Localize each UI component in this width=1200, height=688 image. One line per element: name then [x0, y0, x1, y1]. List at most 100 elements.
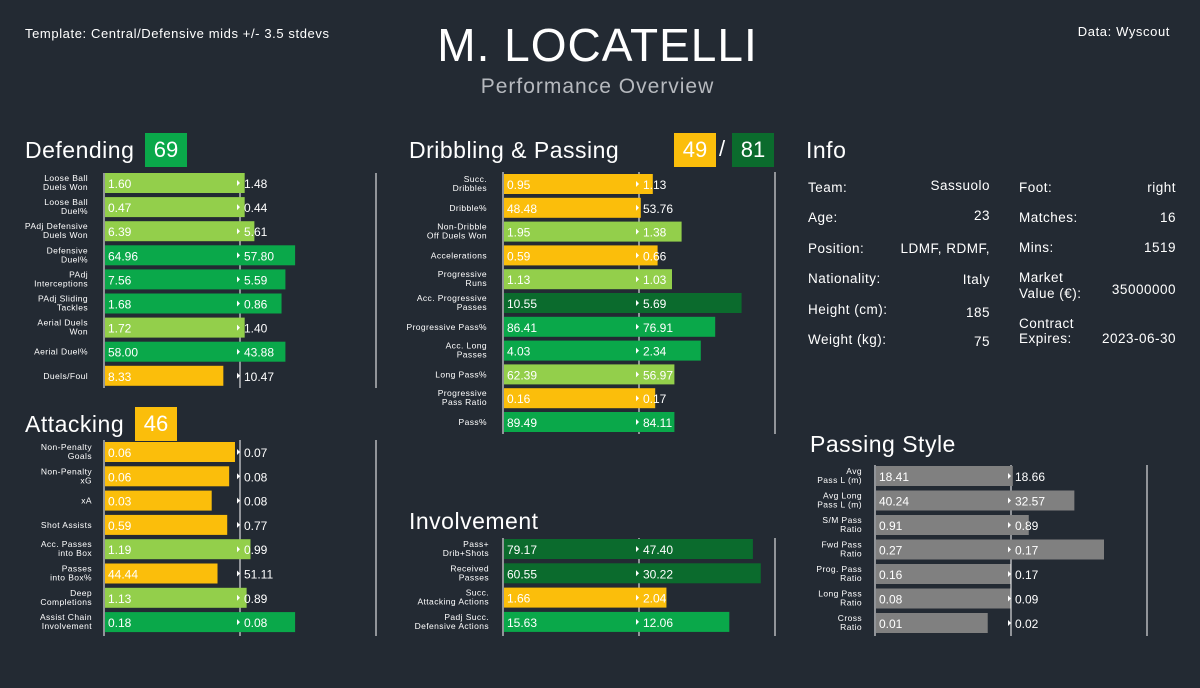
passing_style-category-label: Avg: [846, 466, 862, 476]
dribbling_passing-bar: [504, 388, 656, 409]
foot-label: Foot:: [1019, 180, 1053, 195]
age-label: Age:: [808, 210, 838, 225]
involvement-category-label: Received: [450, 563, 489, 573]
passing_style-average-label: 18.66: [1015, 470, 1045, 484]
defending-category-label: Duels/Foul: [43, 371, 88, 381]
defending-category-label: Tackles: [57, 303, 88, 313]
attacking-bar: [105, 490, 212, 511]
attacking-category-label: into Box%: [50, 573, 92, 583]
dribbling_passing-category-label: Runs: [466, 278, 487, 288]
dribbling_passing-category-label: Acc. Progressive: [417, 293, 487, 303]
attacking-value-label: 0.06: [108, 446, 132, 460]
dribbling-score-b: 81: [732, 133, 774, 167]
attacking-average-marker: [237, 473, 240, 480]
mins-value: 1519: [1143, 240, 1176, 255]
dribbling_passing-value-label: 48.48: [507, 202, 537, 216]
passing_style-value-label: 0.08: [879, 593, 903, 607]
passing_style-average-marker: [1008, 522, 1011, 528]
dribbling_passing-bar: [504, 412, 675, 432]
defending-average-label: 1.48: [244, 177, 268, 191]
defending-value-label: 1.68: [108, 298, 132, 312]
attacking-category-label: Deep: [70, 588, 92, 598]
passing_style-category-label: Fwd Pass: [821, 540, 862, 550]
involvement-bar: [504, 539, 753, 559]
dribbling_passing-average-label: 56.97: [643, 368, 673, 382]
passing_style-category-label: Ratio: [840, 549, 862, 559]
passing_style-average-label: 0.02: [1015, 617, 1039, 631]
attacking-category-label: Shot Assists: [41, 520, 92, 530]
passing_style-value-label: 0.16: [879, 568, 903, 582]
defending-value-label: 6.39: [108, 225, 132, 239]
passing_style-bar: [876, 515, 1029, 535]
age-value: 23: [973, 208, 990, 223]
attacking-average-label: 0.07: [244, 446, 268, 460]
market-label-1: Market: [1019, 270, 1064, 285]
defending-bar: [105, 341, 286, 362]
defending-average-marker: [237, 300, 240, 307]
dribbling_passing-category-label: Pass%: [459, 417, 487, 427]
defending-category-label: PAdj: [69, 269, 88, 279]
defending-value-label: 1.72: [108, 322, 132, 336]
involvement-average-marker: [636, 546, 639, 552]
defending-average-label: 1.40: [244, 322, 268, 336]
dribbling_passing-average-marker: [636, 204, 639, 211]
attacking-value-label: 1.19: [108, 543, 132, 557]
dribbling_passing-average-marker: [636, 300, 639, 306]
nationality-label: Nationality:: [808, 271, 881, 286]
defending-bar: [105, 269, 286, 290]
involvement-category-label: Drib+Shots: [443, 548, 489, 558]
defending-category-label: Duels Won: [43, 230, 88, 240]
height-value: 185: [965, 305, 990, 320]
defending-average-marker: [237, 372, 240, 379]
dribbling_passing-category-label: Progressive: [438, 388, 487, 398]
passing_style-value-label: 0.91: [879, 519, 903, 533]
dribbling_passing-average-label: 84.11: [643, 416, 672, 430]
passing_style-average-label: 32.57: [1015, 495, 1045, 509]
passing_style-average-label: 0.17: [1015, 544, 1039, 558]
dribbling_passing-value-label: 0.16: [507, 392, 531, 406]
dribbling_passing-value-label: 62.39: [507, 368, 537, 382]
involvement-average-marker: [636, 570, 639, 577]
defending-value-label: 1.60: [108, 177, 132, 191]
template-label: Template: Central/Defensive mids +/- 3.5…: [25, 26, 330, 41]
passing_style-category-label: Pass L (m): [817, 500, 862, 510]
passing_style-category-label: Cross: [838, 613, 862, 623]
attacking-category-label: Involvement: [42, 621, 92, 631]
defending-bar: [105, 197, 245, 218]
attacking-average-marker: [237, 619, 240, 626]
involvement-average-marker: [636, 618, 639, 625]
passing_style-average-marker: [1008, 473, 1011, 479]
attacking-value-label: 44.44: [108, 568, 138, 582]
dribbling_passing-average-marker: [636, 419, 639, 425]
dribbling_passing-bar: [504, 197, 641, 218]
attacking-category-label: xA: [81, 496, 92, 506]
dribbling_passing-category-label: Long Pass%: [435, 369, 487, 379]
attacking-average-label: 0.99: [244, 543, 268, 557]
mins-label: Mins:: [1019, 240, 1054, 255]
info-title: Info: [806, 137, 847, 163]
dribbling-title: Dribbling & Passing: [409, 137, 620, 163]
dribbling_passing-category-label: Passes: [457, 302, 487, 312]
defending-category-label: Aerial Duels: [37, 318, 88, 328]
dribbling_passing-average-label: 5.69: [643, 297, 667, 311]
dribbling_passing-average-marker: [636, 323, 639, 330]
dribbling_passing-category-label: Dribble%: [449, 203, 487, 213]
dribbling_passing-average-label: 0.66: [643, 249, 667, 263]
attacking-average-marker: [237, 546, 240, 553]
passing_style-category-label: Ratio: [840, 524, 862, 534]
attacking-average-label: 0.77: [244, 519, 268, 533]
involvement-average-marker: [636, 594, 639, 601]
defending-bar: [105, 365, 224, 386]
passing_style-average-label: 0.17: [1015, 568, 1039, 582]
dribbling_passing-average-label: 1.13: [643, 178, 667, 192]
defending-average-label: 5.61: [244, 225, 268, 239]
passing_style-bar: [876, 588, 1011, 609]
defending-average-marker: [237, 276, 240, 283]
attacking-average-marker: [237, 497, 240, 504]
attacking-average-marker: [237, 449, 240, 455]
dribbling_passing-bar: [504, 174, 653, 194]
defending-category-label: Won: [69, 327, 88, 337]
dribbling_passing-average-label: 53.76: [643, 202, 673, 216]
attacking-average-marker: [237, 521, 240, 528]
dribbling_passing-category-label: Accelerations: [431, 250, 487, 260]
